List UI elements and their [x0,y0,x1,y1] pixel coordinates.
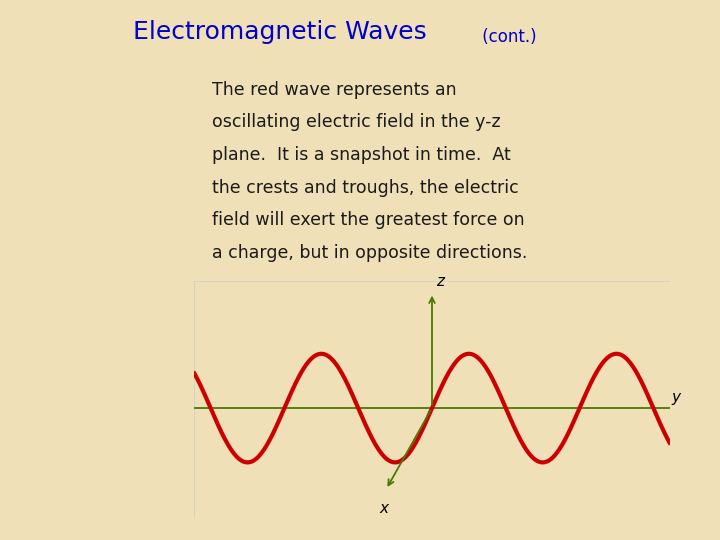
Text: a charge, but in opposite directions.: a charge, but in opposite directions. [212,244,528,262]
Text: x: x [380,502,389,516]
Text: (cont.): (cont.) [477,28,537,45]
Text: plane.  It is a snapshot in time.  At: plane. It is a snapshot in time. At [212,146,511,164]
Text: field will exert the greatest force on: field will exert the greatest force on [212,211,525,230]
Bar [194,281,670,518]
Text: oscillating electric field in the y-z: oscillating electric field in the y-z [212,113,501,131]
Text: the crests and troughs, the electric: the crests and troughs, the electric [212,179,519,197]
Text: The red wave represents an: The red wave represents an [212,80,457,99]
Text: Electromagnetic Waves: Electromagnetic Waves [133,19,427,44]
Text: z: z [436,274,444,289]
Text: y: y [671,390,680,404]
